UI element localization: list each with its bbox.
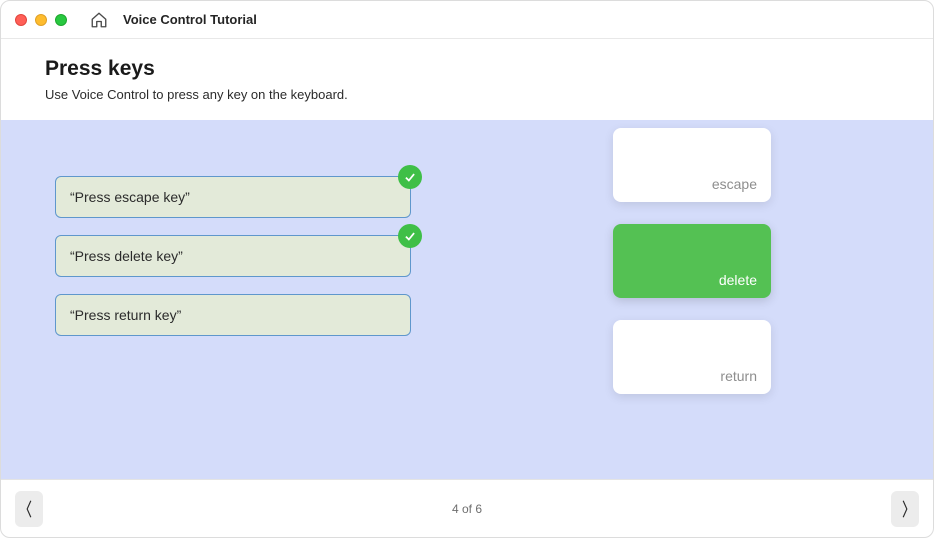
key-tile-delete: delete [613, 224, 771, 298]
traffic-lights [15, 14, 67, 26]
checkmark-icon [398, 224, 422, 248]
header-section: Press keys Use Voice Control to press an… [1, 39, 933, 120]
command-label: “Press delete key” [70, 248, 183, 264]
key-tiles: escape delete return [613, 128, 771, 394]
key-label: return [720, 368, 757, 384]
key-label: delete [719, 272, 757, 288]
key-label: escape [712, 176, 757, 192]
command-press-escape: “Press escape key” [55, 176, 411, 218]
command-label: “Press return key” [70, 307, 181, 323]
command-press-delete: “Press delete key” [55, 235, 411, 277]
command-list: “Press escape key” “Press delete key” “P… [55, 176, 411, 336]
checkmark-icon [398, 165, 422, 189]
command-label: “Press escape key” [70, 189, 190, 205]
home-button[interactable] [89, 10, 109, 30]
key-tile-return: return [613, 320, 771, 394]
window-title: Voice Control Tutorial [123, 12, 257, 27]
page-subtitle: Use Voice Control to press any key on th… [45, 87, 889, 102]
stage: “Press escape key” “Press delete key” “P… [1, 120, 933, 479]
page-title: Press keys [45, 57, 889, 81]
chevron-left-icon [23, 498, 35, 520]
home-icon [90, 11, 108, 29]
tutorial-window: Voice Control Tutorial Press keys Use Vo… [0, 0, 934, 538]
command-press-return: “Press return key” [55, 294, 411, 336]
minimize-window-button[interactable] [35, 14, 47, 26]
next-button[interactable] [891, 491, 919, 527]
titlebar: Voice Control Tutorial [1, 1, 933, 39]
close-window-button[interactable] [15, 14, 27, 26]
footer: 4 of 6 [1, 479, 933, 537]
page-counter: 4 of 6 [452, 502, 482, 516]
key-tile-escape: escape [613, 128, 771, 202]
chevron-right-icon [899, 498, 911, 520]
zoom-window-button[interactable] [55, 14, 67, 26]
previous-button[interactable] [15, 491, 43, 527]
